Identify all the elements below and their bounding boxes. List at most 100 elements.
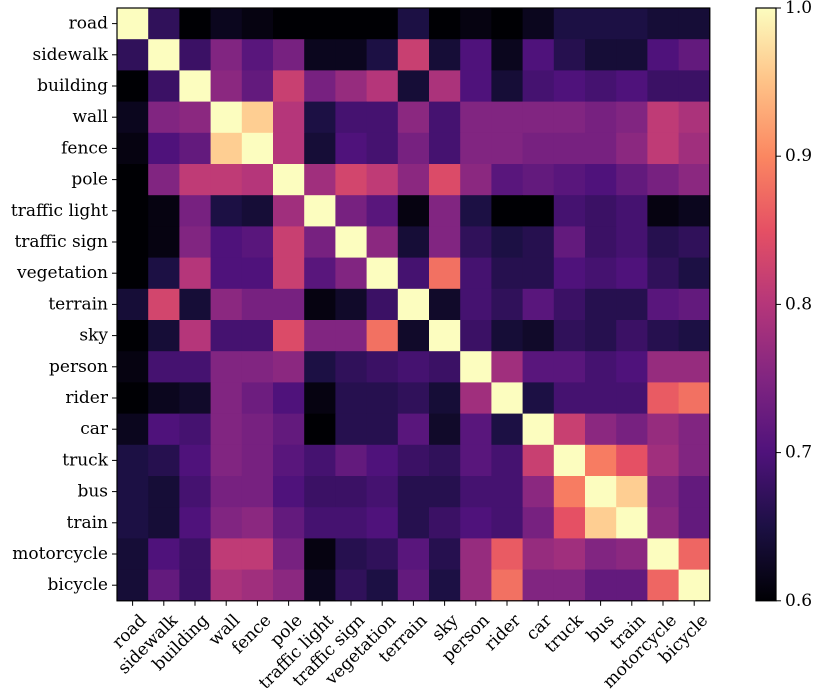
heatmap-cell-train-road [117, 507, 149, 539]
y-axis-ticks: road sidewalk building wall fence pole traffic… [11, 14, 117, 595]
heatmap-cell-fence-road [117, 132, 149, 165]
heatmap-cell-bicycle-traffic-light [304, 569, 336, 602]
heatmap-cell-train-rider [491, 507, 523, 539]
heatmap-cell-motorcycle-bus [585, 538, 617, 570]
heatmap-cell-car-wall [210, 413, 243, 446]
heatmap-cell-wall-bus [585, 101, 617, 134]
heatmap-cell-fence-building [179, 132, 211, 165]
heatmap-cell-bus-terrain [397, 476, 430, 508]
heatmap-cell-person-traffic-light [304, 351, 336, 383]
heatmap-cell-traffic-light-bicycle [678, 195, 711, 227]
heatmap-cell-fence-truck [553, 132, 586, 165]
heatmap-cell-person-road [117, 351, 149, 383]
heatmap-cell-rider-person [460, 382, 492, 414]
heatmap-cell-wall-fence [241, 101, 274, 134]
heatmap-cell-bicycle-sky [429, 569, 461, 602]
heatmap-cell-sky-train [616, 320, 648, 352]
heatmap-cell-sky-bus [585, 320, 617, 352]
heatmap-cell-bus-fence [241, 476, 274, 508]
heatmap-cell-fence-train [616, 132, 648, 165]
heatmap-cell-bicycle-vegetation [366, 569, 399, 602]
y-tick-label-rider: rider [65, 388, 109, 408]
heatmap-cell-bicycle-motorcycle [647, 569, 679, 602]
heatmap-cell-vegetation-sidewalk [148, 257, 180, 290]
heatmap-cell-bicycle-traffic-sign [335, 569, 367, 602]
heatmap-cell-terrain-traffic-sign [335, 288, 367, 321]
heatmap-cell-terrain-person [460, 288, 492, 321]
heatmap-cell-sky-wall [210, 320, 243, 352]
heatmap-cell-road-vegetation [366, 8, 399, 40]
heatmap-cell-bus-car [522, 476, 555, 508]
heatmap-cell-car-motorcycle [647, 413, 679, 446]
heatmap-cell-building-train [616, 70, 648, 102]
heatmap-cell-road-bus [585, 8, 617, 40]
heatmap-cell-sidewalk-pole [273, 39, 305, 71]
heatmap-cell-terrain-bus [585, 288, 617, 321]
heatmap-cell-car-traffic-light [304, 413, 336, 446]
y-tick-label-wall: wall [72, 107, 108, 127]
heatmap-cell-wall-truck [553, 101, 586, 134]
heatmap-cell-bicycle-wall [210, 569, 243, 602]
y-tick-label-person: person [49, 357, 108, 377]
heatmap-cell-building-car [522, 70, 555, 102]
heatmap-cell-truck-bicycle [678, 444, 711, 477]
heatmap-cell-wall-wall [210, 101, 243, 134]
heatmap-cell-bus-building [179, 476, 211, 508]
heatmap-cell-truck-truck [553, 444, 586, 477]
heatmap-cell-bicycle-person [460, 569, 492, 602]
heatmap-cell-person-wall [210, 351, 243, 383]
heatmap-cell-wall-bicycle [678, 101, 711, 134]
heatmap-cell-road-wall [210, 8, 243, 40]
heatmap-cell-road-building [179, 8, 211, 40]
heatmap-cell-person-sidewalk [148, 351, 180, 383]
heatmap-cell-traffic-light-traffic-light [304, 195, 336, 227]
heatmap-cell-car-road [117, 413, 149, 446]
heatmap-cell-truck-bus [585, 444, 617, 477]
heatmap-cell-road-rider [491, 8, 523, 40]
heatmap-cell-car-person [460, 413, 492, 446]
heatmap-cell-vegetation-bicycle [678, 257, 711, 290]
heatmap-cell-motorcycle-person [460, 538, 492, 570]
heatmap-cell-vegetation-wall [210, 257, 243, 290]
heatmap-cell-train-train [616, 507, 648, 539]
heatmap-cell-traffic-light-fence [241, 195, 274, 227]
heatmap-cell-truck-car [522, 444, 555, 477]
heatmap-cell-rider-car [522, 382, 555, 414]
heatmap-cell-road-bicycle [678, 8, 711, 40]
heatmap-cell-terrain-pole [273, 288, 305, 321]
heatmap-cell-sidewalk-traffic-sign [335, 39, 367, 71]
heatmap-cell-rider-sidewalk [148, 382, 180, 414]
heatmap-cell-bus-traffic-sign [335, 476, 367, 508]
heatmap-cell-sky-sidewalk [148, 320, 180, 352]
heatmap-cell-pole-vegetation [366, 164, 399, 196]
y-tick-label-truck: truck [62, 450, 108, 470]
heatmap-cell-traffic-light-sky [429, 195, 461, 227]
heatmap-cell-sky-fence [241, 320, 274, 352]
heatmap-cell-motorcycle-sky [429, 538, 461, 570]
heatmap-cell-fence-traffic-sign [335, 132, 367, 165]
heatmap-cell-wall-sky [429, 101, 461, 134]
heatmap-cell-bicycle-terrain [397, 569, 430, 602]
heatmap-cell-car-building [179, 413, 211, 446]
heatmap-cell-train-wall [210, 507, 243, 539]
heatmap-cell-truck-wall [210, 444, 243, 477]
colorbar-tick-label: 0.7 [785, 443, 812, 463]
y-tick-label-fence: fence [61, 138, 108, 158]
heatmap-cell-truck-traffic-sign [335, 444, 367, 477]
heatmap-cell-pole-truck [553, 164, 586, 196]
heatmap-cell-sky-car [522, 320, 555, 352]
heatmap-cell-vegetation-bus [585, 257, 617, 290]
heatmap-cell-car-bus [585, 413, 617, 446]
heatmap-cell-bus-person [460, 476, 492, 508]
heatmap-cell-sky-sky [429, 320, 461, 352]
heatmap-cell-traffic-sign-motorcycle [647, 226, 679, 258]
heatmap-cell-building-fence [241, 70, 274, 102]
heatmap-cell-motorcycle-bicycle [678, 538, 711, 570]
heatmap-cell-traffic-light-pole [273, 195, 305, 227]
heatmap-cell-motorcycle-building [179, 538, 211, 570]
heatmap-cell-road-person [460, 8, 492, 40]
heatmap-cell-motorcycle-fence [241, 538, 274, 570]
heatmap-cell-bicycle-building [179, 569, 211, 602]
heatmap-cell-pole-motorcycle [647, 164, 679, 196]
heatmap-cell-pole-fence [241, 164, 274, 196]
